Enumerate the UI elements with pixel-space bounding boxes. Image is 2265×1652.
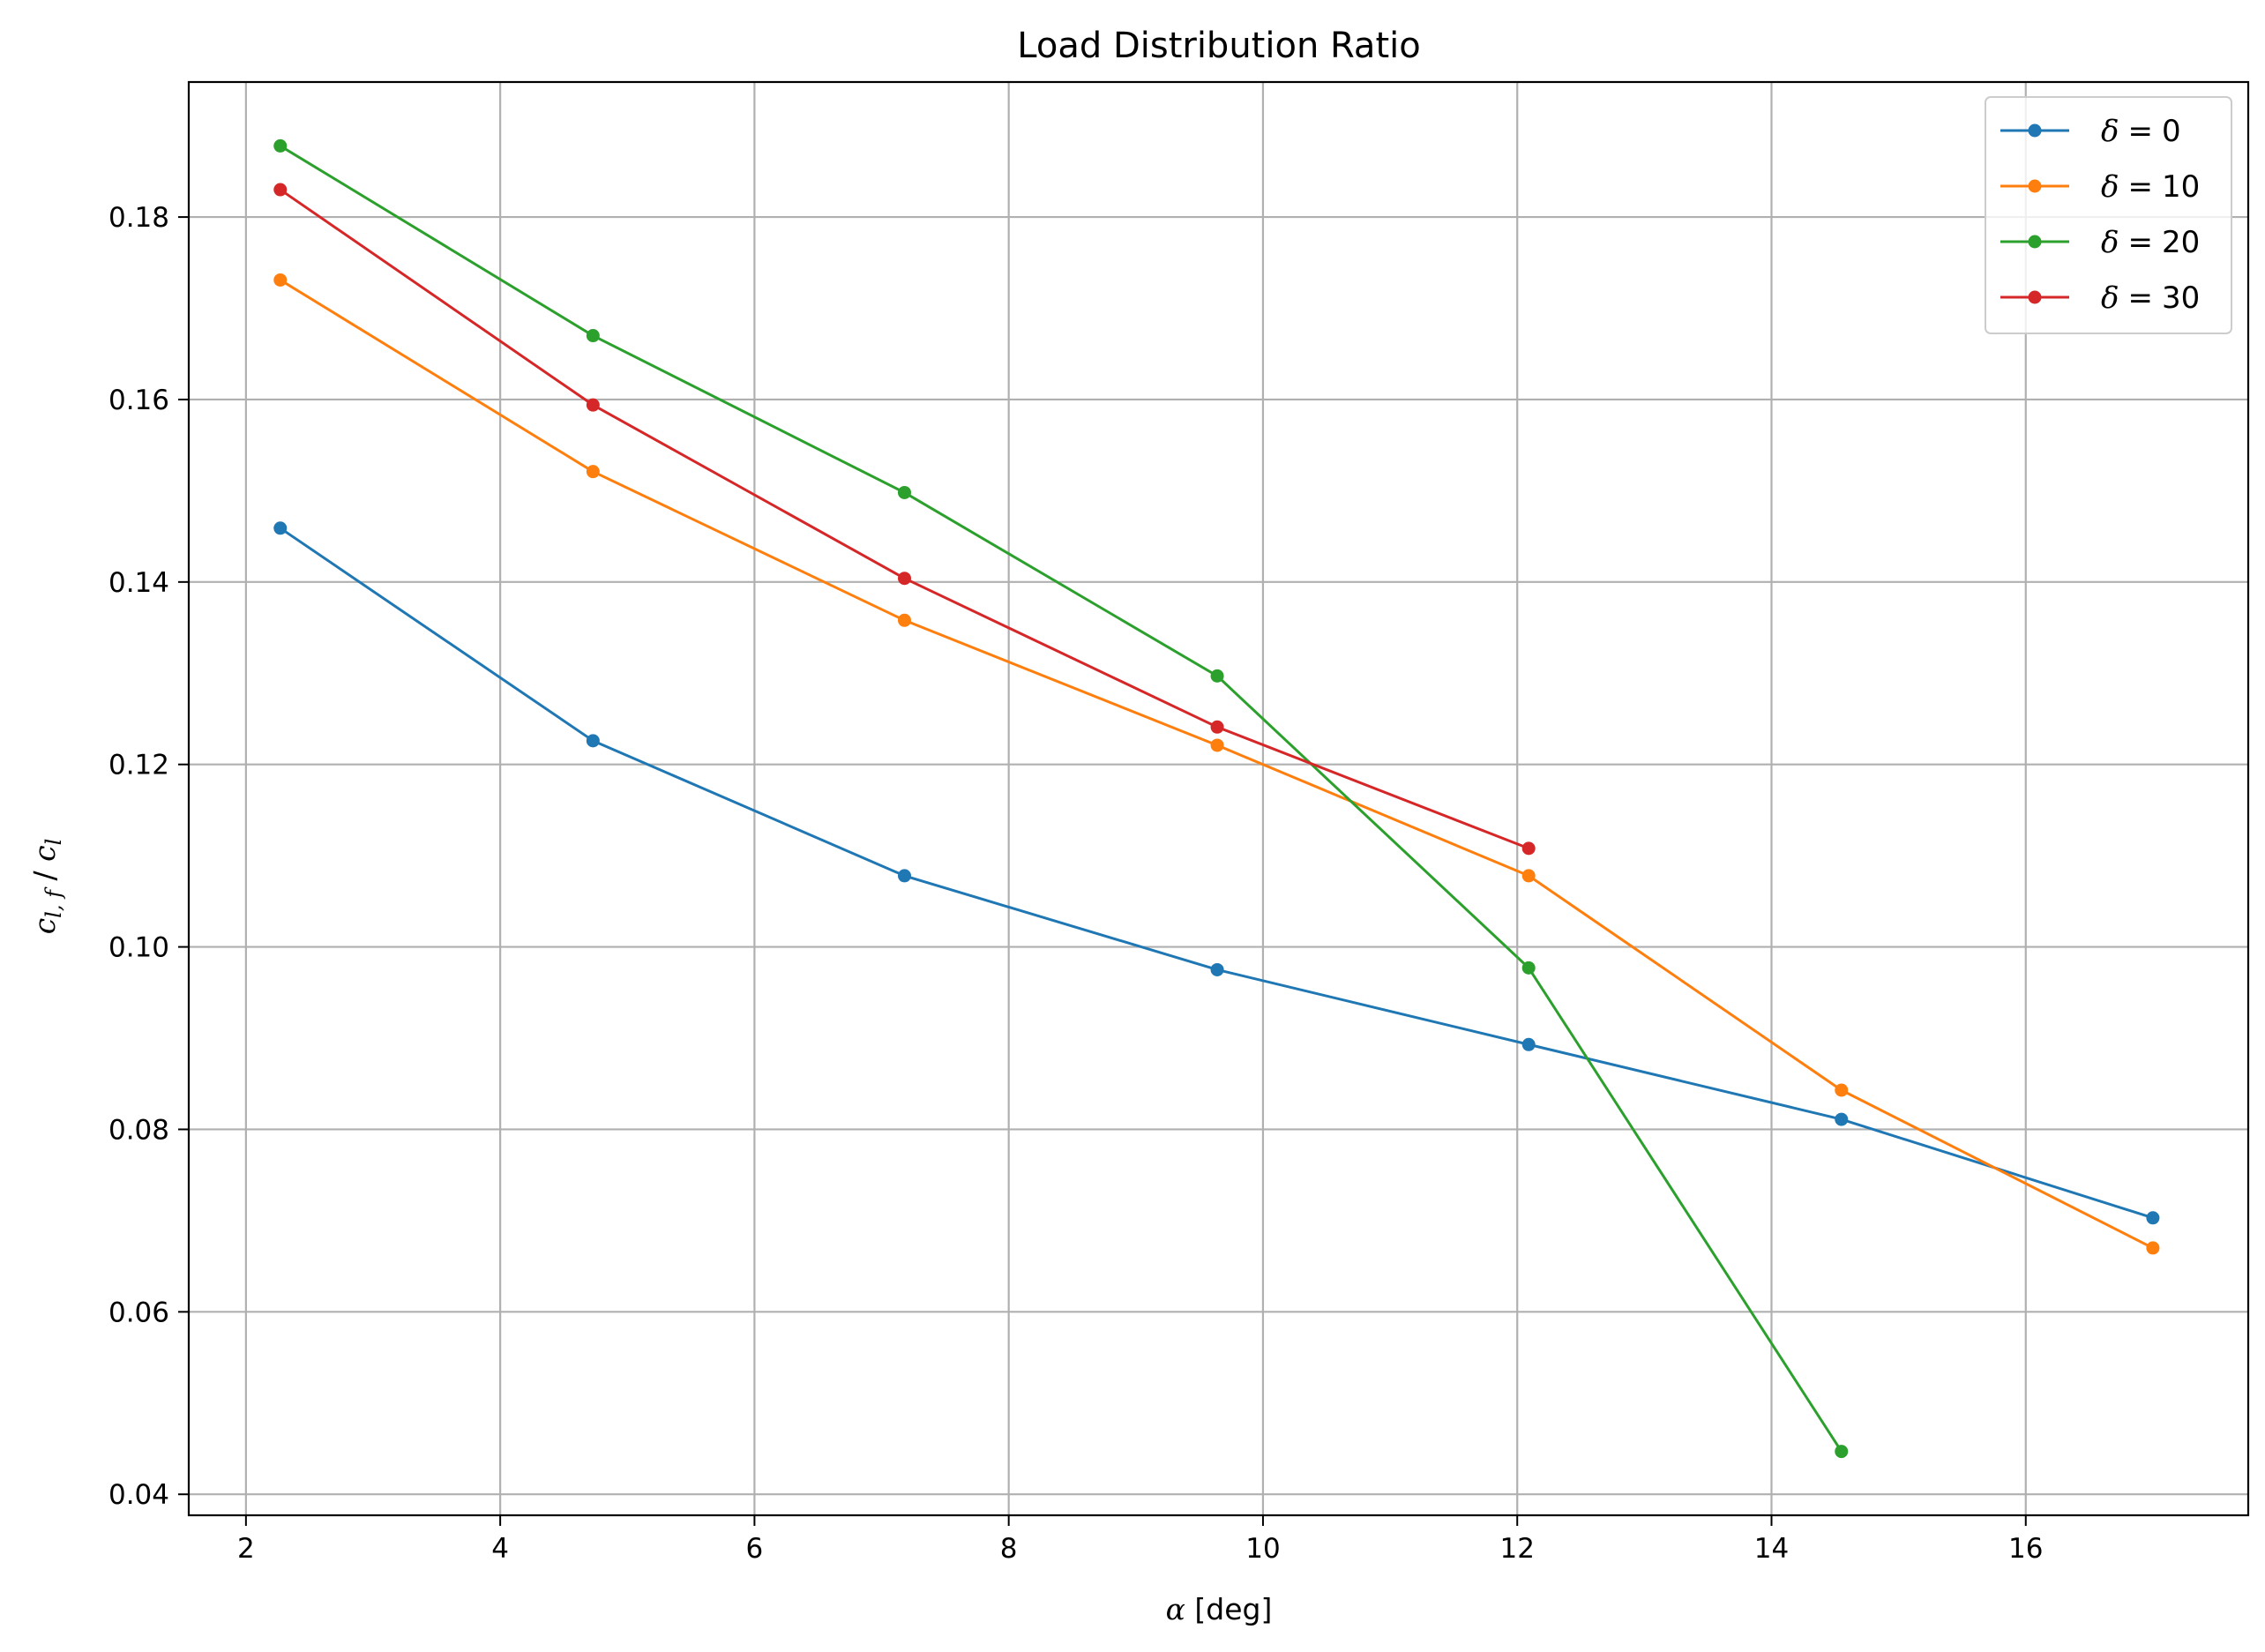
y-tick-label: 0.14 <box>108 567 169 599</box>
legend-equals: = <box>2127 225 2153 260</box>
legend-item: δ = 10 <box>2000 169 2200 205</box>
legend-label: δ = 30 <box>2101 280 2200 316</box>
y-axis-symbol: c <box>27 918 62 934</box>
legend-box <box>1985 96 2232 334</box>
legend-value: 10 <box>2162 169 2200 205</box>
data-point <box>897 869 911 883</box>
x-tick-label: 12 <box>1499 1533 1534 1565</box>
x-axis-symbol: α <box>1166 1592 1185 1626</box>
data-point <box>1835 1445 1849 1459</box>
data-point <box>897 572 911 586</box>
legend-item: δ = 20 <box>2000 225 2200 260</box>
series-3 <box>273 183 1536 856</box>
legend-marker <box>2028 123 2042 138</box>
y-axis-symbol: c <box>27 845 62 861</box>
legend-marker <box>2028 290 2042 304</box>
legend-item: δ = 0 <box>2000 114 2181 149</box>
data-point <box>586 465 600 479</box>
x-axis-title: α [deg] <box>1166 1592 1273 1626</box>
x-axis-unit: [deg] <box>1185 1592 1272 1626</box>
x-tick-label: 14 <box>1754 1533 1789 1565</box>
legend-value: 30 <box>2162 280 2200 316</box>
data-series <box>273 138 2160 1459</box>
data-point <box>586 329 600 343</box>
y-axis-title: cl, f / cl <box>27 839 66 935</box>
data-point <box>1210 669 1224 683</box>
data-point <box>1835 1083 1849 1097</box>
y-tick-label: 0.06 <box>108 1297 169 1328</box>
y-axis-subscript: l, f <box>41 886 66 918</box>
legend-symbol: δ <box>2101 280 2119 316</box>
data-point <box>2146 1211 2160 1225</box>
series-2 <box>273 138 1849 1459</box>
legend-item: δ = 30 <box>2000 280 2200 316</box>
legend-equals: = <box>2127 280 2153 316</box>
series-line <box>280 145 1843 1453</box>
data-point <box>1521 841 1536 856</box>
axes-frame <box>187 80 2250 1517</box>
series-1 <box>273 273 2160 1255</box>
legend-equals: = <box>2127 114 2153 149</box>
legend-value: 20 <box>2162 225 2200 260</box>
x-tick-label: 16 <box>2008 1533 2043 1565</box>
y-axis-symbol: / <box>27 862 62 890</box>
legend-value: 0 <box>2162 114 2181 149</box>
y-tick-label: 0.10 <box>108 932 169 964</box>
data-point <box>1210 738 1224 752</box>
chart-title: Load Distribution Ratio <box>1017 26 1420 66</box>
legend-marker <box>2028 235 2042 249</box>
y-tick-label: 0.12 <box>108 750 169 781</box>
legend-symbol: δ <box>2101 225 2119 260</box>
legend-label: δ = 20 <box>2101 225 2200 260</box>
data-point <box>897 485 911 499</box>
data-point <box>1210 962 1224 976</box>
data-point <box>273 273 288 287</box>
grid-lines <box>189 82 2248 1515</box>
data-point <box>897 613 911 627</box>
data-point <box>2146 1241 2160 1255</box>
legend-label: δ = 0 <box>2101 114 2181 149</box>
x-tick-label: 2 <box>237 1533 255 1565</box>
x-tick-label: 4 <box>491 1533 509 1565</box>
y-axis-subscript: l <box>41 839 66 846</box>
data-point <box>273 183 288 197</box>
data-point <box>586 398 600 412</box>
x-tick-label: 6 <box>746 1533 764 1565</box>
legend-label: δ = 10 <box>2101 169 2200 205</box>
y-tick-label: 0.16 <box>108 385 169 416</box>
data-point <box>273 521 288 535</box>
data-point <box>1521 1037 1536 1051</box>
legend: δ = 0δ = 10δ = 20δ = 30 <box>1985 96 2232 334</box>
data-point <box>1521 869 1536 883</box>
y-tick-label: 0.18 <box>108 202 169 234</box>
y-tick-label: 0.04 <box>108 1479 169 1511</box>
data-point <box>273 138 288 153</box>
legend-symbol: δ <box>2101 114 2119 149</box>
legend-symbol: δ <box>2101 169 2119 205</box>
axis-ticks: 2 4 6 8 10 12 14 16 0.04 0.06 0.08 0.10 0.12 0.14 0.16… <box>108 202 2044 1565</box>
data-point <box>1835 1112 1849 1126</box>
x-tick-label: 10 <box>1245 1533 1280 1565</box>
data-point <box>1210 720 1224 734</box>
data-point <box>586 734 600 748</box>
x-tick-label: 8 <box>1000 1533 1018 1565</box>
series-0 <box>273 521 2160 1225</box>
y-tick-label: 0.08 <box>108 1114 169 1146</box>
data-point <box>1521 961 1536 975</box>
legend-marker <box>2028 179 2042 193</box>
legend-equals: = <box>2127 169 2153 205</box>
